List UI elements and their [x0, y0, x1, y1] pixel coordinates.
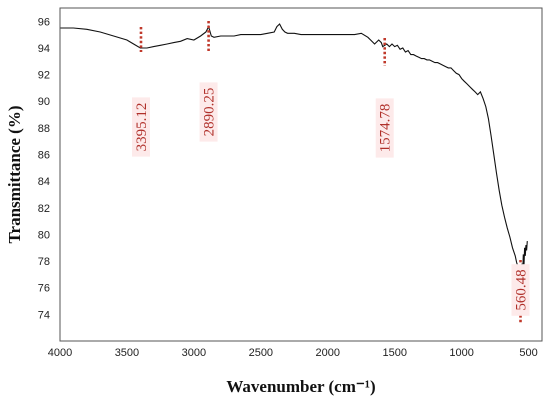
x-tick-label: 2000 — [316, 347, 340, 359]
peak-label: 560.48 — [514, 269, 530, 310]
peak-label-background — [375, 98, 394, 158]
peak-label-background — [511, 264, 530, 316]
x-tick-label: 2500 — [249, 347, 273, 359]
y-tick-label: 90 — [38, 96, 50, 108]
y-axis-title: Transmittance (%) — [5, 105, 24, 243]
y-tick-label: 86 — [38, 150, 50, 162]
plot-frame — [59, 7, 543, 342]
y-tick-label: 74 — [38, 309, 50, 321]
y-tick-label: 82 — [38, 203, 50, 215]
x-tick-label: 1500 — [382, 347, 406, 359]
x-axis-ticks: 4000 3500 3000 2500 2000 1500 1000 500 — [48, 347, 538, 359]
peak-label-background — [199, 82, 218, 142]
x-tick-label: 4000 — [48, 347, 72, 359]
peak-annotations: 3395.12 2890.25 1574.78 560.48 — [131, 21, 530, 324]
transmittance-line — [60, 23, 528, 284]
y-tick-label: 84 — [38, 176, 50, 188]
peak-label: 1574.78 — [378, 104, 394, 153]
peak-label-background — [131, 97, 150, 157]
y-tick-label: 96 — [38, 16, 50, 28]
x-axis-title: Wavenumber (cm⁻¹) — [226, 377, 375, 396]
y-axis-ticks: 74 76 78 80 82 84 86 88 90 92 94 96 — [38, 16, 50, 321]
y-tick-label: 92 — [38, 70, 50, 82]
peak-label: 2890.25 — [202, 88, 218, 137]
peak-label: 3395.12 — [134, 103, 150, 152]
y-tick-label: 88 — [38, 123, 50, 135]
y-tick-label: 80 — [38, 229, 50, 241]
x-tick-label: 1000 — [449, 347, 473, 359]
x-tick-label: 3500 — [115, 347, 139, 359]
y-tick-label: 76 — [38, 283, 50, 295]
x-tick-label: 500 — [519, 347, 537, 359]
x-tick-label: 3000 — [182, 347, 206, 359]
y-tick-label: 94 — [38, 43, 50, 55]
y-tick-label: 78 — [38, 256, 50, 268]
